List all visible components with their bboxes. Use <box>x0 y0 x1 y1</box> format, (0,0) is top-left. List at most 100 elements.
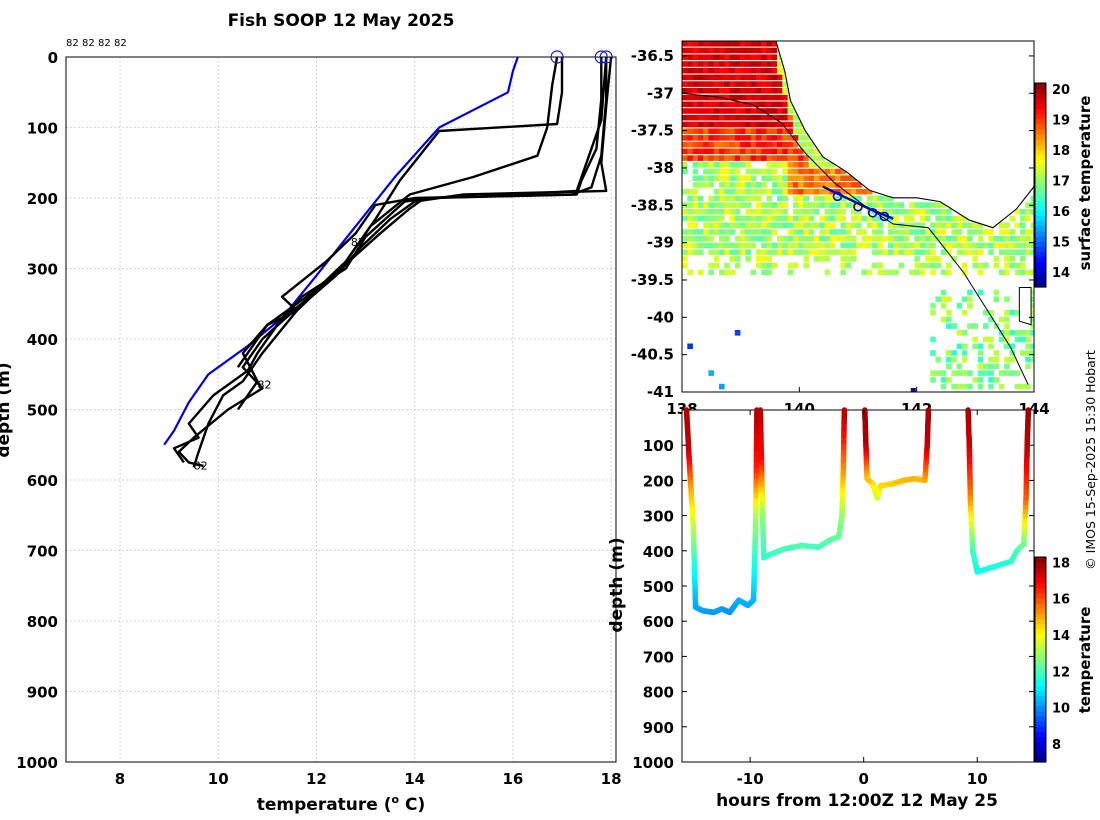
sst-cell <box>755 67 762 74</box>
sst-cell <box>824 222 831 229</box>
sst-cell <box>824 188 831 195</box>
sst-cell <box>729 215 736 222</box>
sst-cell <box>787 108 794 114</box>
sst-cell <box>740 74 746 81</box>
profile-x-axis-label: temperature (o C) <box>257 793 426 815</box>
sst-cell <box>729 121 736 128</box>
profile-y-tick-label: 800 <box>27 613 58 631</box>
sst-cell <box>940 209 947 215</box>
sst-cell <box>935 370 941 376</box>
sst-cell <box>1025 336 1031 343</box>
sst-cell <box>687 148 693 155</box>
temperature-colorbar-step <box>1035 628 1046 635</box>
sst-cell <box>824 175 831 181</box>
sst-colorbar-step <box>1035 225 1046 232</box>
sst-cell <box>777 88 783 94</box>
sst-cell <box>924 209 931 215</box>
sst-cell <box>729 54 736 60</box>
sst-cell <box>777 61 783 67</box>
sst-cell <box>792 175 799 181</box>
sst-cell <box>761 262 767 269</box>
sst-cell <box>719 108 725 114</box>
sst-cell <box>755 141 762 148</box>
sst-cell <box>940 269 947 276</box>
sst-cell <box>708 269 714 276</box>
sst-cell <box>697 41 704 47</box>
profile-y-tick-label: 500 <box>27 402 58 420</box>
sst-cell <box>893 222 899 229</box>
sst-cell <box>792 128 799 134</box>
sst-cell <box>719 101 725 108</box>
sst-cell <box>819 249 825 255</box>
profile-y-axis-label: depth (m) <box>0 362 14 457</box>
sst-cell <box>750 222 757 229</box>
sst-cell <box>724 168 730 175</box>
sst-cell <box>787 135 794 141</box>
sst-cell <box>697 81 704 87</box>
sst-cell <box>808 175 815 181</box>
sst-cell <box>724 229 730 235</box>
sst-cell <box>814 175 820 181</box>
sst-cell <box>777 209 783 215</box>
sst-cell <box>729 188 736 195</box>
sst-cell <box>708 222 714 229</box>
sst-cell <box>914 222 920 229</box>
sst-cell <box>745 67 751 74</box>
sst-cell <box>777 128 783 134</box>
sst-cell <box>713 262 720 269</box>
temperature-colorbar-tick-label: 18 <box>1052 556 1070 571</box>
sst-cell <box>755 215 762 222</box>
sst-cell <box>782 235 788 242</box>
sst-cell <box>924 256 931 262</box>
sst-cell <box>682 148 688 155</box>
sst-cell <box>819 168 825 175</box>
sst-cell <box>803 141 809 148</box>
sst-cell <box>861 242 868 249</box>
sst-cell <box>771 162 778 168</box>
sst-cell <box>845 175 852 181</box>
temperature-colorbar-step <box>1035 618 1046 625</box>
sst-cell <box>882 269 889 276</box>
sst-colorbar-step <box>1035 149 1046 155</box>
sst-cell <box>777 114 783 121</box>
sst-cell <box>766 175 773 181</box>
sst-cell <box>729 209 736 215</box>
sst-cell <box>703 162 709 168</box>
sst-cell <box>724 74 730 81</box>
sst-cell <box>692 74 699 81</box>
depth-time-y-tick-label: 400 <box>643 543 674 561</box>
sst-cell <box>761 168 767 175</box>
sst-cell <box>798 242 804 249</box>
temperature-colorbar-frame <box>1034 556 1047 763</box>
profile-tag: 82 <box>82 38 95 49</box>
sst-cell <box>993 262 1000 269</box>
sst-cell <box>719 222 725 229</box>
sst-cell <box>703 41 709 47</box>
sst-cell <box>824 209 831 215</box>
sst-cell <box>687 81 693 87</box>
sst-cell <box>761 128 767 134</box>
sst-cell <box>740 94 746 101</box>
sst-cell <box>708 108 714 114</box>
sst-cell <box>967 303 973 309</box>
sst-colorbar-step <box>1035 195 1046 201</box>
sst-cell <box>814 202 820 208</box>
sst-cell <box>740 215 746 222</box>
sst-cell <box>803 195 809 202</box>
sst-cell <box>719 202 725 208</box>
sst-cell <box>951 229 957 235</box>
sst-cell <box>819 155 825 161</box>
sst-cell <box>967 222 973 229</box>
sst-cell <box>930 269 936 276</box>
sst-cell <box>755 155 762 161</box>
sst-cell <box>729 242 736 249</box>
sst-cell <box>866 209 873 215</box>
sst-cell <box>682 168 688 175</box>
sst-cell <box>761 61 767 67</box>
sst-cell <box>750 61 757 67</box>
sst-cell <box>983 242 989 249</box>
sst-cell <box>734 242 741 249</box>
sst-cell <box>745 168 751 175</box>
sst-cell <box>1004 229 1010 235</box>
sst-cell <box>792 141 799 148</box>
